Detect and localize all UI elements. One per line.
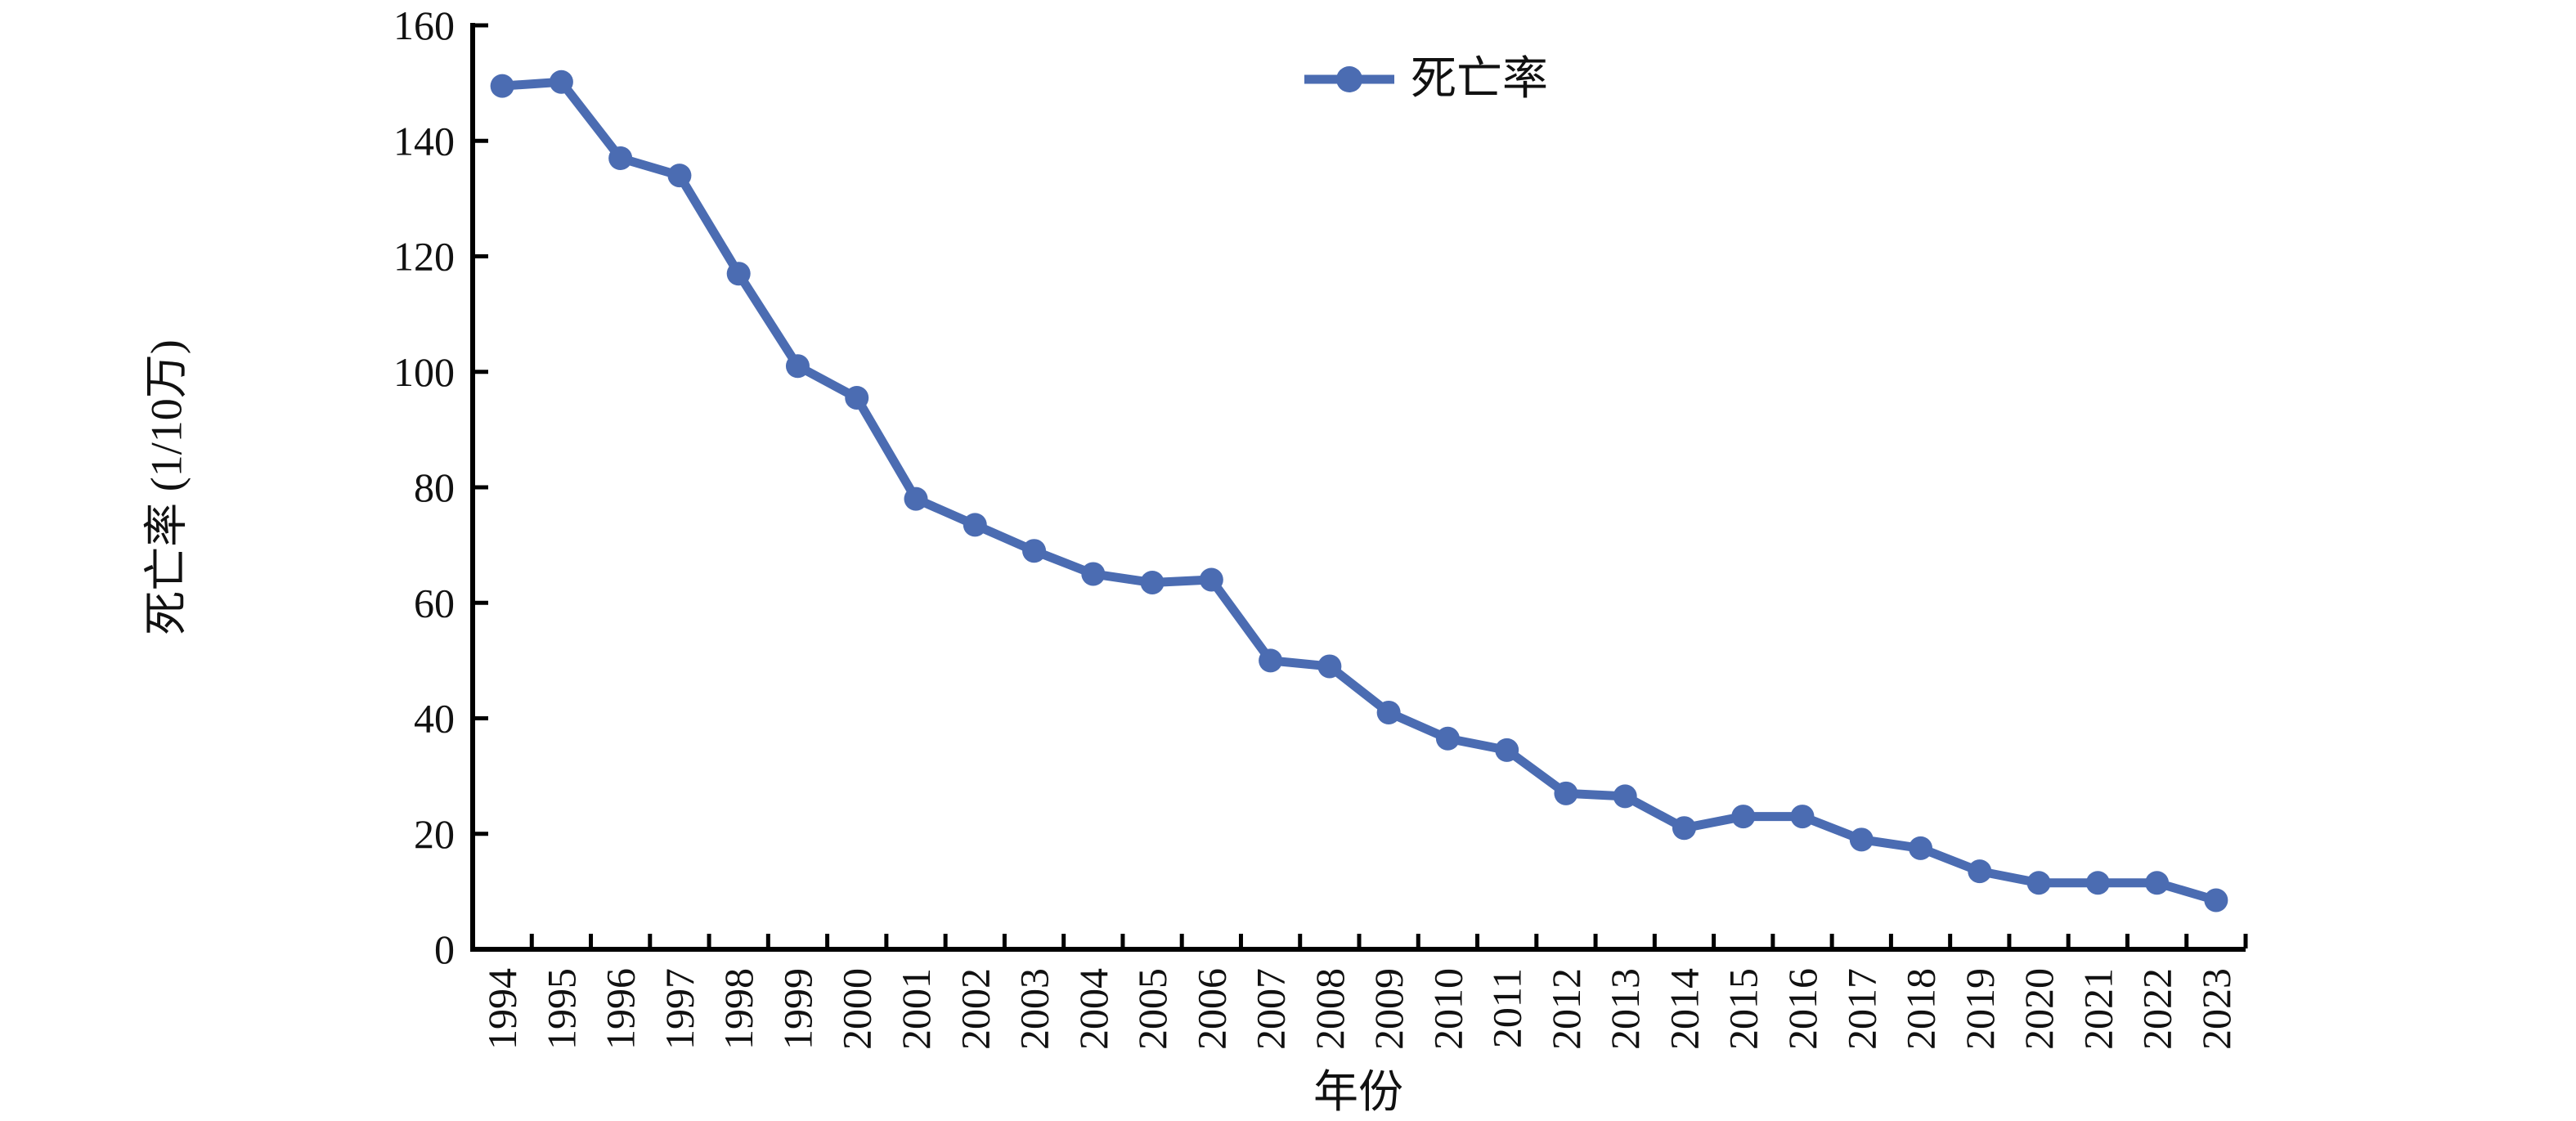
x-year-label-2020: 2020 [2016, 968, 2062, 1050]
series-line-死亡率 [497, 77, 2221, 905]
data-point-2005 [1140, 571, 1165, 595]
x-year-label-1997: 1997 [657, 968, 702, 1050]
x-year-label-2007: 2007 [1248, 968, 1294, 1050]
x-year-label-2018: 2018 [1898, 968, 1944, 1050]
x-year-label-2016: 2016 [1779, 968, 1825, 1050]
legend-series-label: 死亡率 [1411, 54, 1548, 105]
y-tick-label-0: 0 [434, 926, 455, 972]
data-point-2002 [963, 513, 987, 537]
x-year-label-1995: 1995 [538, 968, 584, 1050]
x-year-label-2001: 2001 [893, 968, 939, 1050]
data-point-2004 [1081, 562, 1106, 586]
legend-line-marker-icon [1304, 66, 1394, 92]
data-point-2016 [1790, 805, 1815, 829]
x-year-label-2012: 2012 [1543, 968, 1589, 1050]
data-point-2014 [1672, 816, 1696, 841]
y-tick-label-100: 100 [393, 349, 455, 395]
x-year-label-2003: 2003 [1012, 968, 1057, 1050]
data-point-2003 [1022, 539, 1047, 563]
x-year-label-2015: 2015 [1721, 968, 1766, 1050]
legend: 死亡率 [1303, 56, 1548, 103]
y-axis-title: 死亡率 (1/10万) [141, 339, 191, 635]
data-point-1999 [785, 354, 810, 379]
x-year-label-2010: 2010 [1425, 968, 1470, 1050]
x-year-label-2021: 2021 [2075, 968, 2120, 1050]
data-point-2009 [1376, 700, 1401, 724]
data-point-2013 [1613, 784, 1637, 809]
data-point-1998 [726, 262, 751, 286]
x-year-label-1998: 1998 [716, 968, 761, 1050]
data-point-1994 [490, 74, 514, 98]
y-tick-label-40: 40 [414, 696, 455, 742]
x-year-label-2013: 2013 [1602, 968, 1648, 1050]
x-year-label-2004: 2004 [1070, 968, 1116, 1050]
x-year-label-2008: 2008 [1307, 968, 1353, 1050]
x-year-label-2011: 2011 [1484, 968, 1530, 1048]
data-point-2022 [2145, 871, 2170, 895]
data-point-2019 [1968, 859, 1992, 884]
y-tick-label-120: 120 [393, 234, 455, 280]
data-point-2021 [2085, 871, 2110, 895]
x-year-label-2002: 2002 [952, 968, 998, 1050]
x-axis-title: 年份 [1313, 1067, 1404, 1117]
data-point-2008 [1317, 654, 1342, 679]
y-tick-label-80: 80 [414, 464, 455, 510]
x-year-label-2019: 2019 [1957, 968, 2003, 1050]
x-year-label-1996: 1996 [598, 968, 644, 1050]
x-year-label-1994: 1994 [479, 968, 525, 1050]
data-point-1997 [667, 164, 692, 188]
x-year-label-2017: 2017 [1838, 968, 1884, 1050]
x-year-label-2014: 2014 [1661, 968, 1707, 1050]
x-year-label-2000: 2000 [834, 968, 880, 1050]
y-tick-label-20: 20 [414, 811, 455, 857]
data-point-2000 [845, 386, 869, 410]
data-point-1995 [549, 70, 573, 94]
x-year-label-2009: 2009 [1366, 968, 1411, 1050]
data-point-2020 [2026, 871, 2051, 895]
x-year-label-2006: 2006 [1188, 968, 1234, 1050]
data-point-2012 [1554, 781, 1578, 805]
data-point-2006 [1199, 567, 1223, 592]
data-point-2018 [1909, 836, 1933, 860]
x-year-label-2022: 2022 [2134, 968, 2180, 1050]
y-tick-label-60: 60 [414, 580, 455, 626]
x-year-label-2005: 2005 [1129, 968, 1175, 1050]
data-point-2017 [1849, 827, 1874, 852]
data-point-2001 [904, 487, 928, 511]
x-year-label-2023: 2023 [2193, 968, 2239, 1050]
y-tick-label-140: 140 [393, 118, 455, 164]
data-point-2007 [1259, 648, 1283, 673]
data-point-1996 [608, 146, 633, 170]
y-tick-label-160: 160 [393, 2, 455, 48]
data-point-2010 [1435, 726, 1460, 751]
data-point-2023 [2204, 888, 2228, 912]
data-point-2011 [1495, 738, 1519, 762]
data-point-2015 [1731, 805, 1756, 829]
x-year-label-1999: 1999 [774, 968, 820, 1050]
